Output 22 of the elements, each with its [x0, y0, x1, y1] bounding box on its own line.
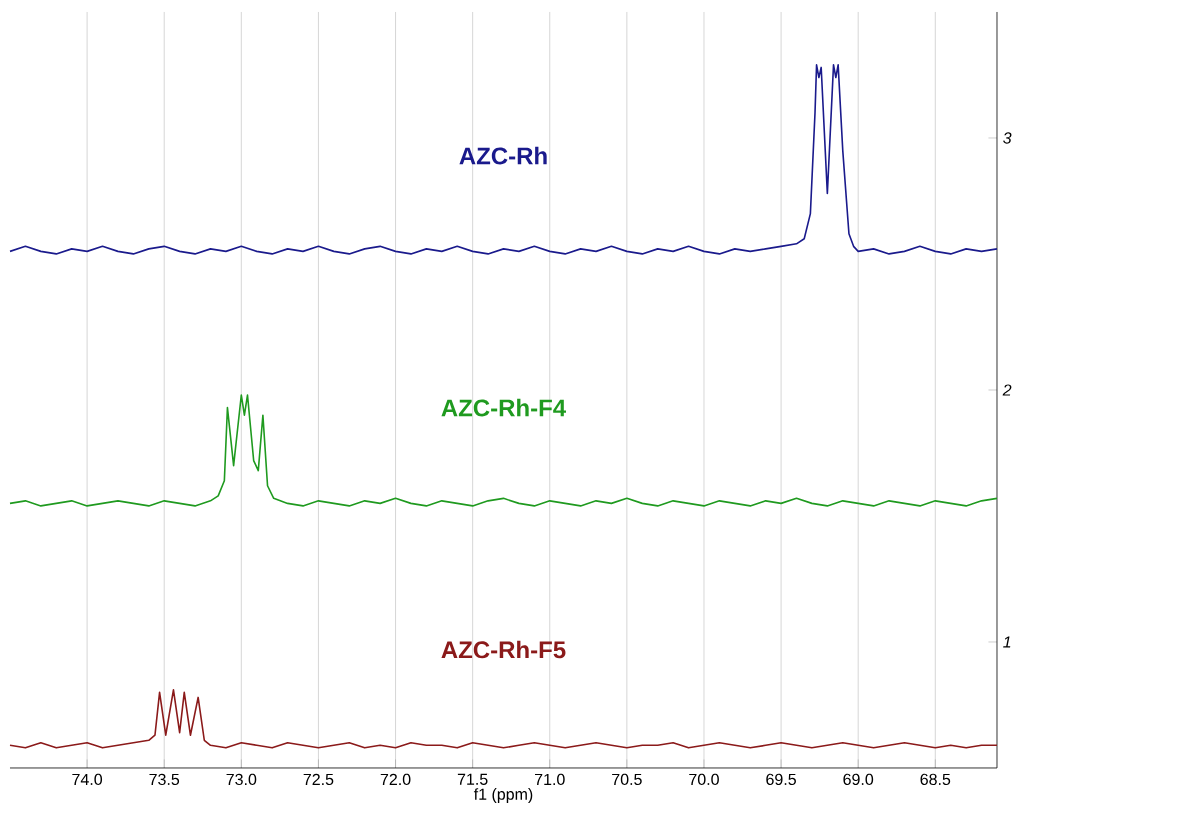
x-tick-label: 72.0: [380, 773, 411, 786]
text: AZC-Rh: [459, 146, 547, 165]
y-tick-label: 3: [1003, 132, 1012, 144]
text: AZC-Rh-F4: [441, 398, 566, 417]
line-series: [9, 64, 998, 255]
x-tick-label: 73.5: [149, 773, 180, 786]
x-tick-label: 70.0: [689, 773, 719, 786]
x-tick-label: 68.5: [920, 773, 951, 786]
x-tick-label: 72.5: [303, 773, 334, 786]
x-tick-label: 70.5: [612, 773, 642, 786]
x-tick-label: 71.0: [535, 773, 565, 786]
text: AZC-Rh-F5: [441, 640, 566, 659]
x-tick-label: 69.0: [843, 773, 874, 786]
line-series: [9, 394, 998, 507]
x-axis-title: f1 (ppm): [473, 788, 533, 804]
y-tick-label: 1: [1003, 636, 1011, 648]
line-series: [9, 689, 998, 749]
x-tick-label: 73.0: [226, 773, 257, 786]
y-tick-label: 2: [1002, 384, 1012, 396]
x-tick-label: 71.5: [457, 773, 488, 785]
x-tick-label: 74.0: [72, 773, 103, 786]
x-tick-label: 69.5: [766, 773, 796, 786]
